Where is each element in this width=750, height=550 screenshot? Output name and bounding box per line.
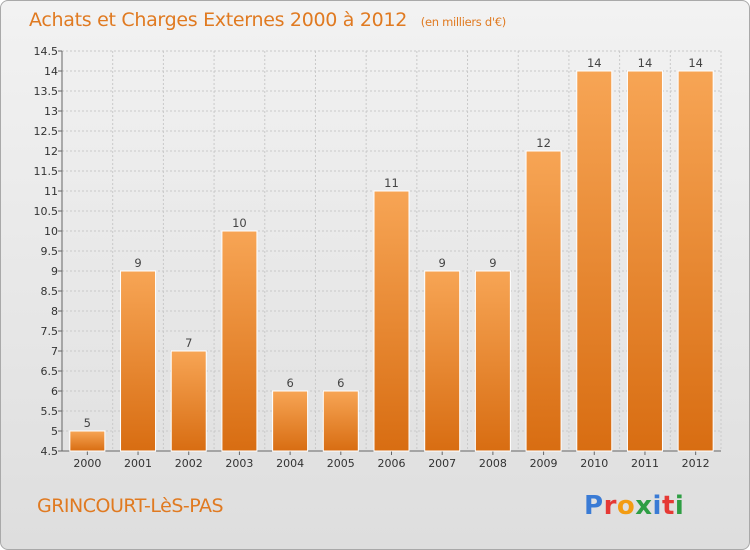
- x-tick-label-2003: 2003: [225, 457, 253, 470]
- logo-letter: i: [674, 491, 685, 521]
- x-tick-label-2006: 2006: [378, 457, 406, 470]
- y-tick-label: 13.5: [34, 85, 59, 98]
- logo-letter: r: [603, 491, 617, 521]
- y-tick-label: 11.5: [34, 165, 59, 178]
- data-label-2004: 6: [286, 376, 293, 390]
- y-tick-label: 9: [51, 265, 58, 278]
- y-tick-label: 5: [51, 425, 58, 438]
- y-tick-label: 6: [51, 385, 58, 398]
- bar-layer: [69, 70, 714, 452]
- y-tick-label: 12: [44, 145, 58, 158]
- data-label-2003: 10: [232, 216, 247, 230]
- y-tick-label: 7: [51, 345, 58, 358]
- x-tick-label-2001: 2001: [124, 457, 152, 470]
- y-tick-label: 14: [44, 65, 58, 78]
- x-tick-label-2012: 2012: [682, 457, 710, 470]
- proxiti-logo[interactable]: Proxiti: [584, 491, 684, 521]
- y-tick-label: 7.5: [41, 325, 59, 338]
- bar-2012[interactable]: [677, 70, 714, 452]
- bar-2001[interactable]: [120, 270, 157, 452]
- bar-2004[interactable]: [272, 390, 309, 452]
- x-tick-label-2010: 2010: [580, 457, 608, 470]
- y-tick-label: 4.5: [41, 445, 59, 458]
- data-label-2007: 9: [439, 256, 446, 270]
- logo-letter: i: [652, 491, 662, 521]
- bar-2000[interactable]: [69, 430, 106, 452]
- x-tick-label-2007: 2007: [428, 457, 456, 470]
- commune-name: GRINCOURT-LèS-PAS: [37, 495, 224, 517]
- y-tick-label: 10: [44, 225, 58, 238]
- y-tick-label: 13: [44, 105, 58, 118]
- bar-2011[interactable]: [626, 70, 663, 452]
- bar-2007[interactable]: [424, 270, 461, 452]
- bar-2006[interactable]: [373, 190, 410, 452]
- label-layer: 5 9 7 10 6 6 11 9 9 12 14 14 14: [84, 56, 703, 430]
- y-tick-label: 8: [51, 305, 58, 318]
- data-label-2011: 14: [638, 56, 653, 70]
- x-tick-label-2004: 2004: [276, 457, 304, 470]
- y-tick-label: 5.5: [41, 405, 59, 418]
- data-label-2006: 11: [384, 176, 399, 190]
- bar-2003[interactable]: [221, 230, 258, 452]
- x-tick-label-2011: 2011: [631, 457, 659, 470]
- y-tick-label: 10.5: [34, 205, 59, 218]
- logo-letter: P: [584, 491, 604, 521]
- chart-title: Achats et Charges Externes 2000 à 2012: [29, 9, 408, 31]
- y-tick-label: 11: [44, 185, 58, 198]
- x-tick-label-2000: 2000: [73, 457, 101, 470]
- bar-2009[interactable]: [525, 150, 562, 452]
- logo-letter: x: [635, 491, 653, 521]
- x-tick-label-2008: 2008: [479, 457, 507, 470]
- data-label-2010: 14: [587, 56, 602, 70]
- logo-letter: t: [661, 491, 675, 521]
- bar-2010[interactable]: [576, 70, 613, 452]
- y-tick-label: 12.5: [34, 125, 59, 138]
- y-tick-label: 8.5: [41, 285, 59, 298]
- data-label-2012: 14: [688, 56, 703, 70]
- y-tick-label: 9.5: [41, 245, 59, 258]
- data-label-2005: 6: [337, 376, 344, 390]
- chart-title-block: Achats et Charges Externes 2000 à 2012 (…: [29, 9, 506, 31]
- data-label-2008: 9: [489, 256, 496, 270]
- bar-2005[interactable]: [322, 390, 359, 452]
- chart-subtitle: (en milliers d'€): [420, 15, 506, 29]
- bar-2008[interactable]: [474, 270, 511, 452]
- x-tick-label-2009: 2009: [530, 457, 558, 470]
- y-tick-label: 6.5: [41, 365, 59, 378]
- data-label-2002: 7: [185, 336, 192, 350]
- x-tick-label-2005: 2005: [327, 457, 355, 470]
- data-label-2001: 9: [134, 256, 141, 270]
- data-label-2000: 5: [84, 416, 91, 430]
- x-tick-label-2002: 2002: [175, 457, 203, 470]
- y-tick-label: 14.5: [34, 45, 59, 58]
- bar-2002[interactable]: [170, 350, 207, 452]
- logo-letter: o: [616, 491, 636, 521]
- data-label-2009: 12: [536, 136, 551, 150]
